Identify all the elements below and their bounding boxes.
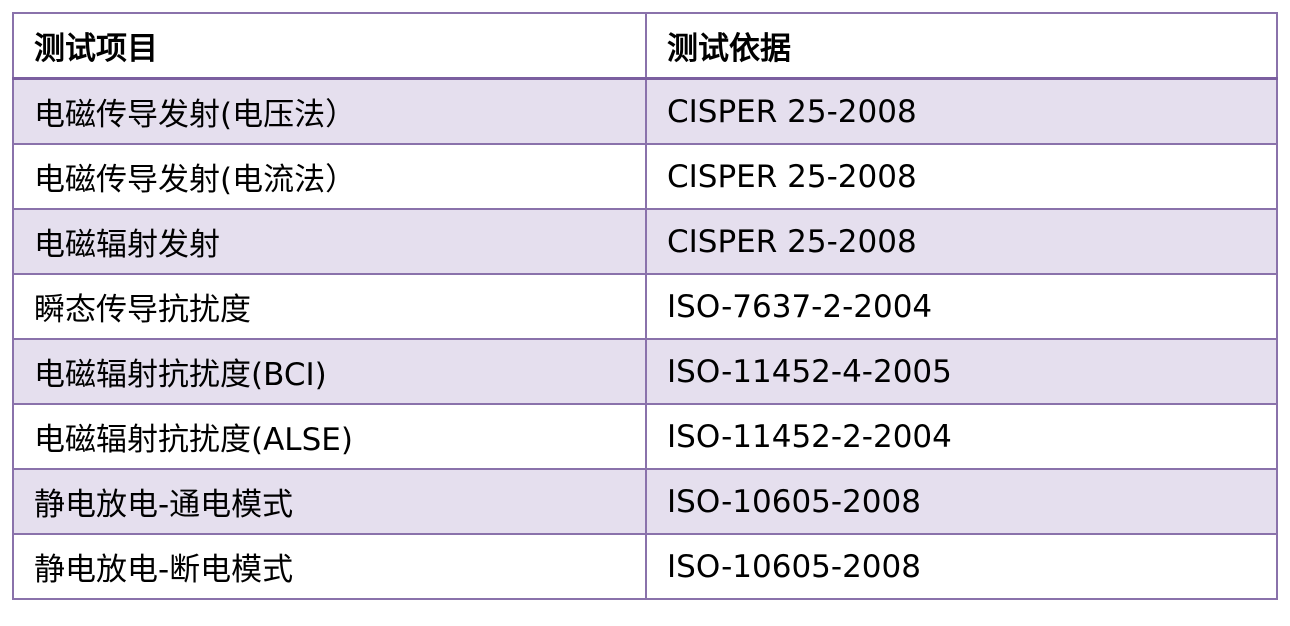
- test-item: 静电放电-断电模式: [12, 533, 647, 600]
- test-table: 测试项目 测试依据 电磁传导发射(电压法） CISPER 25-2008 电磁传导发…: [12, 12, 1278, 600]
- test-standard: ISO-10605-2008: [645, 468, 1278, 535]
- table-row: 电磁传导发射(电流法） CISPER 25-2008: [12, 143, 1278, 210]
- header-row: 测试项目 测试依据: [12, 12, 1278, 80]
- header-cell: 测试项目: [12, 12, 647, 80]
- test-item: 电磁辐射抗扰度(BCI): [12, 338, 647, 405]
- test-standard: ISO-10605-2008: [645, 533, 1278, 600]
- table-row: 静电放电-断电模式 ISO-10605-2008: [12, 533, 1278, 600]
- test-standard: CISPER 25-2008: [645, 208, 1278, 275]
- table-row: 电磁辐射抗扰度(BCI) ISO-11452-4-2005: [12, 338, 1278, 405]
- test-item: 电磁传导发射(电流法）: [12, 143, 647, 210]
- test-item: 电磁传导发射(电压法）: [12, 77, 647, 145]
- table-row: 瞬态传导抗扰度 ISO-7637-2-2004: [12, 273, 1278, 340]
- table-container: 测试项目 测试依据 电磁传导发射(电压法） CISPER 25-2008 电磁传导发…: [12, 12, 1278, 600]
- table-row: 电磁传导发射(电压法） CISPER 25-2008: [12, 77, 1278, 145]
- test-standard: CISPER 25-2008: [645, 77, 1278, 145]
- test-standard: ISO-11452-4-2005: [645, 338, 1278, 405]
- table-row: 静电放电-通电模式 ISO-10605-2008: [12, 468, 1278, 535]
- test-item: 静电放电-通电模式: [12, 468, 647, 535]
- table-row: 电磁辐射发射 CISPER 25-2008: [12, 208, 1278, 275]
- test-standard: CISPER 25-2008: [645, 143, 1278, 210]
- table-row: 电磁辐射抗扰度(ALSE) ISO-11452-2-2004: [12, 403, 1278, 470]
- header-cell: 测试依据: [645, 12, 1278, 80]
- table-body: 电磁传导发射(电压法） CISPER 25-2008 电磁传导发射(电流法） CISP…: [12, 77, 1278, 600]
- test-standard: ISO-11452-2-2004: [645, 403, 1278, 470]
- test-item: 瞬态传导抗扰度: [12, 273, 647, 340]
- test-item: 电磁辐射发射: [12, 208, 647, 275]
- test-item: 电磁辐射抗扰度(ALSE): [12, 403, 647, 470]
- test-standard: ISO-7637-2-2004: [645, 273, 1278, 340]
